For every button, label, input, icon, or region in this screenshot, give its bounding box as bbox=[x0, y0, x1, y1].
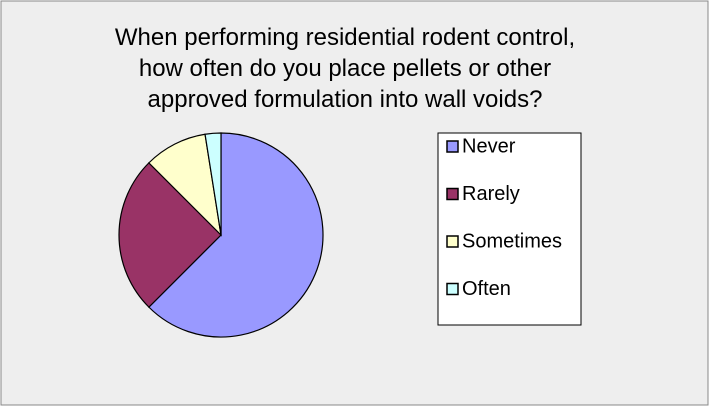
legend-swatch bbox=[446, 187, 459, 201]
pie-slice bbox=[204, 132, 222, 236]
legend-swatch bbox=[446, 140, 459, 153]
chart-title: When performing residential rodent contr… bbox=[114, 24, 576, 113]
legend-label: Sometimes bbox=[462, 230, 562, 252]
legend-label: Rarely bbox=[462, 183, 520, 205]
legend-label: Never bbox=[462, 135, 516, 157]
legend-swatch bbox=[446, 235, 459, 248]
pie-slice bbox=[148, 132, 324, 338]
legend-swatch bbox=[446, 282, 459, 296]
pie-slice bbox=[118, 162, 222, 308]
legend-label: Often bbox=[462, 278, 511, 300]
legend-box bbox=[437, 132, 582, 326]
